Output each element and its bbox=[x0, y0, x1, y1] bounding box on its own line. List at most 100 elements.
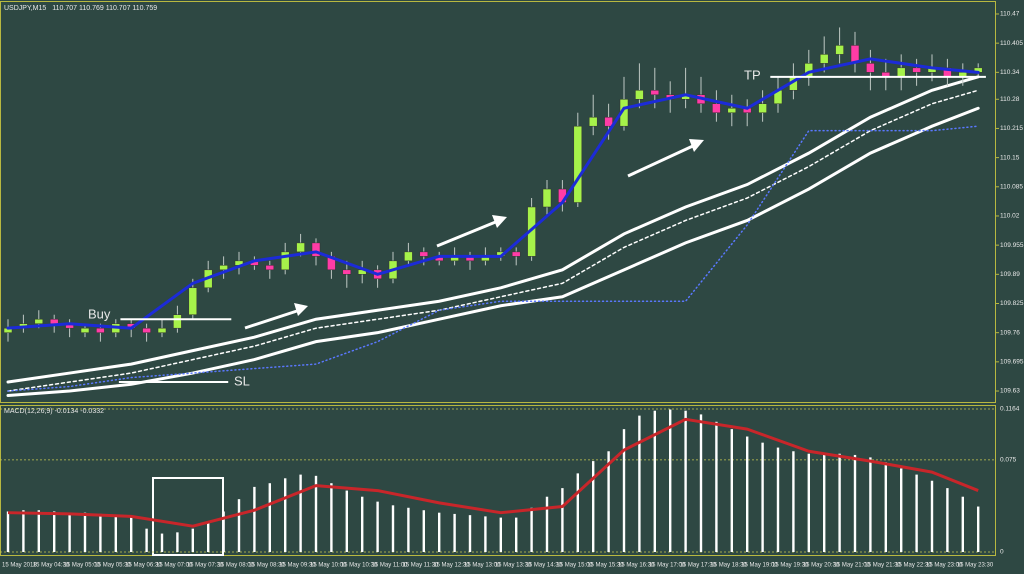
histogram-bar bbox=[468, 515, 472, 552]
ohlc-readout: 110.707 110.769 110.707 110.759 bbox=[52, 5, 157, 12]
x-tick-label: 15 May 16:30 bbox=[618, 563, 655, 569]
histogram-bar bbox=[653, 410, 656, 552]
arrows bbox=[244, 139, 704, 330]
x-tick-label: 15 May 07:00 bbox=[156, 563, 193, 569]
signal-line bbox=[7, 417, 979, 528]
x-tick-label: 15 May 22:30 bbox=[895, 563, 932, 569]
histogram-bar bbox=[961, 496, 964, 552]
y-tick-label: 0.075 bbox=[1000, 457, 1017, 464]
candle-body bbox=[419, 251, 429, 257]
histogram-bar bbox=[376, 501, 379, 552]
histogram-bar bbox=[823, 453, 826, 552]
candle-body bbox=[542, 188, 552, 208]
overlay-line bbox=[7, 125, 979, 392]
histogram-bar bbox=[776, 447, 780, 552]
candle-body bbox=[650, 90, 660, 96]
x-tick-label: 15 May 21:00 bbox=[834, 563, 871, 569]
frame bbox=[0, 1, 996, 556]
annotation-label: TP bbox=[744, 67, 761, 82]
histogram-bar bbox=[807, 453, 810, 552]
histogram-bar bbox=[453, 513, 456, 552]
moving-average bbox=[6, 57, 980, 330]
candle-body bbox=[296, 242, 305, 253]
x-tick-label: 15 May 20:30 bbox=[803, 563, 840, 569]
histogram-bar bbox=[746, 436, 749, 552]
x-tick-label: 15 May 09:30 bbox=[279, 563, 316, 569]
overlay-line bbox=[6, 106, 980, 398]
y-tick-label: 0.1164 bbox=[1000, 406, 1020, 413]
histogram-bar bbox=[99, 513, 102, 552]
candle-body bbox=[34, 318, 44, 324]
y-tick-label: 109.955 bbox=[1000, 242, 1024, 249]
y-tick-label: 110.085 bbox=[1000, 184, 1023, 191]
candle-body bbox=[80, 327, 90, 333]
candle-body bbox=[173, 314, 182, 329]
histogram-bar bbox=[977, 506, 980, 552]
histogram-bar bbox=[222, 511, 225, 552]
y-tick-label: 110.34 bbox=[1000, 69, 1020, 76]
candle-body bbox=[819, 54, 829, 64]
histogram-bar bbox=[715, 421, 718, 552]
symbol: USDJPY,M15 110.707 110.769 110.707 110.7… bbox=[4, 5, 157, 12]
x-tick-label: 15 May 19:00 bbox=[741, 563, 778, 569]
candle-body bbox=[712, 103, 721, 113]
arrow bbox=[627, 143, 696, 178]
x-tick-label: 15 May 12:30 bbox=[433, 563, 470, 569]
candle-body bbox=[96, 327, 105, 333]
histogram-bar bbox=[145, 528, 148, 552]
symbol-name: USDJPY,M15 bbox=[4, 5, 46, 12]
histogram-bar bbox=[638, 415, 641, 552]
histogram-bar bbox=[761, 442, 764, 552]
histogram-bar bbox=[83, 512, 87, 552]
x-tick-label: 15 May 13:00 bbox=[464, 563, 501, 569]
histogram-bar bbox=[561, 488, 564, 552]
x-tick-label: 15 May 2018 bbox=[2, 563, 37, 569]
arrow bbox=[436, 219, 499, 248]
histogram-bar bbox=[237, 499, 241, 552]
x-tick-label: 15 May 17:30 bbox=[680, 563, 717, 569]
histogram-bar bbox=[915, 474, 918, 552]
histogram-bar bbox=[438, 512, 441, 552]
x-tick-label: 15 May 05:30 bbox=[94, 563, 131, 569]
x-tick-label: 15 May 23:30 bbox=[957, 563, 994, 569]
histogram-bar bbox=[900, 468, 903, 552]
candle-body bbox=[727, 107, 737, 113]
x-tick-label: 15 May 08:30 bbox=[248, 563, 285, 569]
annotation-label: SL bbox=[234, 373, 250, 388]
histogram-bar bbox=[330, 483, 333, 552]
histogram-bar bbox=[68, 512, 71, 552]
candle-body bbox=[342, 269, 352, 275]
x-tick-label: 15 May 06:30 bbox=[125, 563, 162, 569]
histogram-bar bbox=[253, 486, 256, 552]
overlay-line bbox=[6, 75, 980, 384]
histogram-bar bbox=[930, 480, 934, 552]
candle-body bbox=[604, 116, 613, 127]
histogram-bar bbox=[699, 414, 703, 552]
x-tick-label: 15 May 19:30 bbox=[772, 563, 809, 569]
annotation-label: Buy bbox=[88, 307, 111, 322]
histogram-bar bbox=[160, 533, 164, 552]
candle-body bbox=[404, 251, 413, 262]
histogram-bar bbox=[499, 517, 502, 552]
candle-body bbox=[635, 90, 644, 100]
histogram-bar bbox=[191, 528, 194, 552]
x-tick-label: 15 May 07:30 bbox=[187, 563, 224, 569]
histogram-bar bbox=[622, 429, 626, 552]
histogram-bar bbox=[515, 517, 518, 552]
candle-body bbox=[758, 103, 767, 113]
x-tick-label: 15 May 11:30 bbox=[402, 563, 439, 569]
y-tick-label: 110.215 bbox=[1000, 125, 1023, 132]
histogram-bar bbox=[345, 490, 348, 552]
x-tick-label: 15 May 15:30 bbox=[587, 563, 624, 569]
x-tick-label: 15 May 10:30 bbox=[341, 563, 378, 569]
y-tick-label: 110.47 bbox=[1000, 11, 1020, 18]
macd-title: MACD(12,26,9) -0.0134 -0.0332 bbox=[4, 408, 104, 415]
histogram-bar bbox=[130, 517, 133, 552]
histogram-bar bbox=[607, 451, 610, 552]
candle-body bbox=[49, 318, 59, 324]
arrow-head bbox=[689, 139, 704, 152]
candle-body bbox=[265, 265, 275, 271]
macd-frame bbox=[0, 405, 996, 556]
